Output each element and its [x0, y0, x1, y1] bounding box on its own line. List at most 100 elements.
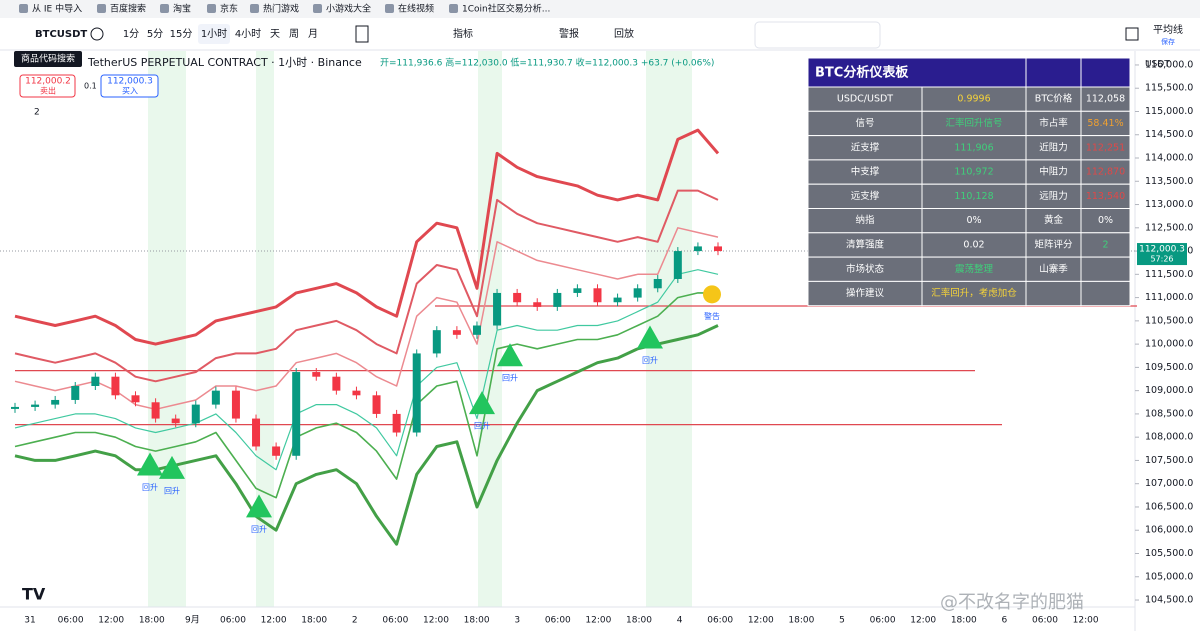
candle	[71, 385, 80, 400]
signal-triangle	[137, 452, 163, 476]
chart-type[interactable]	[355, 25, 369, 43]
time-label: 06:00	[220, 616, 246, 626]
bookmark[interactable]: 热门游戏	[263, 3, 299, 15]
time-label: 5	[839, 616, 845, 626]
dashboard-text: 112,251	[1086, 142, 1125, 153]
bookmark-icon	[449, 4, 458, 13]
symbol-title: TetherUS PERPETUAL CONTRACT · 1小时 · Bina…	[87, 56, 362, 69]
save[interactable]: 保存	[1161, 37, 1175, 46]
bookmark[interactable]: 在线视频	[398, 3, 434, 15]
candle	[252, 418, 261, 447]
candle	[171, 418, 180, 424]
warning-label: 警告	[704, 311, 720, 321]
dashboard-text: 111,906	[954, 142, 993, 153]
symbol[interactable]: BTCUSDT	[35, 29, 87, 40]
warning-dot	[703, 285, 721, 304]
dashboard-text: 信号	[855, 117, 874, 129]
dashboard-text: 市场状态	[846, 263, 885, 275]
dashboard-text: 中支撑	[851, 166, 880, 178]
dashboard-cell	[807, 232, 923, 258]
signal-label: 回升	[251, 525, 267, 534]
dashboard-text: BTC价格	[1035, 93, 1073, 105]
buy-button[interactable]	[100, 74, 159, 98]
interval[interactable]: 1小时	[201, 28, 227, 40]
time-label: 12:00	[98, 616, 124, 626]
session-band	[646, 51, 692, 607]
interval[interactable]: 15分	[170, 28, 193, 40]
signal-label: 回升	[642, 356, 658, 365]
signal-triangle	[246, 494, 272, 518]
interval[interactable]: 月	[308, 28, 318, 40]
bookmark-icon	[207, 4, 216, 13]
candle	[211, 390, 220, 405]
dashboard-cell	[1080, 208, 1131, 234]
sell-button[interactable]	[19, 74, 76, 98]
time-label: 12:00	[910, 616, 936, 626]
buy-label: 买入	[122, 87, 138, 96]
candle	[493, 292, 502, 326]
dashboard-cell	[921, 86, 1027, 112]
dashboard-cell	[807, 280, 923, 307]
time-label: 12:00	[1073, 616, 1099, 626]
indicators[interactable]: 指标	[453, 27, 473, 40]
interval[interactable]: 5分	[147, 28, 163, 40]
signal-triangle	[497, 343, 523, 367]
candle	[392, 413, 401, 433]
bookmark[interactable]: 从 IE 中导入	[32, 3, 82, 15]
candle	[653, 278, 662, 289]
price-label: 108,500.0	[1145, 408, 1193, 419]
price-tag	[1137, 243, 1187, 266]
dashboard-text: 112,058	[1086, 94, 1125, 105]
dashboard-title-bg	[807, 57, 1027, 88]
time-label: 18:00	[464, 616, 490, 626]
signal-label: 回升	[502, 374, 518, 383]
band-line	[14, 189, 719, 383]
add-symbol[interactable]	[90, 27, 104, 41]
dashboard-text: 近阻力	[1039, 141, 1068, 153]
session-bands	[148, 51, 692, 607]
time-label: 9月	[185, 615, 200, 626]
dashboard-text: 清算强度	[846, 238, 885, 250]
time-label: 18:00	[301, 616, 327, 626]
candle	[292, 372, 301, 456]
band-line	[14, 292, 718, 499]
bookmark-icon	[97, 4, 106, 13]
bookmark[interactable]: 1Coin社区交易分析...	[462, 3, 550, 15]
bookmark[interactable]: 淘宝	[173, 3, 191, 15]
dashboard-text: 山寨季	[1039, 263, 1068, 275]
dashboard-cell	[921, 256, 1027, 282]
bookmark[interactable]: 京东	[220, 3, 238, 15]
time-label: 06:00	[382, 616, 408, 626]
price-label: 107,500.0	[1145, 455, 1193, 466]
candle	[31, 404, 40, 407]
replay[interactable]: 回放	[614, 27, 634, 40]
layout-name[interactable]: 平均线	[1153, 23, 1183, 36]
time-label: 4	[677, 616, 683, 626]
dashboard-cell	[1025, 110, 1082, 137]
dashboard-text: 震荡整理	[955, 263, 994, 275]
dashboard-cell	[1025, 135, 1082, 161]
price-label: 111,000.0	[1145, 292, 1193, 303]
interval[interactable]: 1分	[123, 28, 139, 40]
collapsed-count[interactable]: 2	[34, 108, 40, 118]
time-label: 18:00	[139, 616, 165, 626]
price-label: 114,000.0	[1145, 153, 1193, 164]
interval[interactable]: 4小时	[235, 28, 261, 40]
dashboard-cell	[921, 232, 1027, 258]
dashboard-cell	[807, 110, 923, 137]
ohlc: 开=111,936.6 高=112,030.0 低=111,930.7 收=11…	[380, 57, 714, 69]
dashboard-cell	[807, 208, 923, 234]
price-label: 109,500.0	[1145, 362, 1193, 373]
fullscreen[interactable]	[1125, 27, 1139, 41]
interval[interactable]: 周	[289, 28, 299, 40]
interval[interactable]: 天	[270, 29, 280, 40]
price-label: 106,000.0	[1145, 525, 1193, 536]
time-label: 06:00	[870, 616, 896, 626]
price-label: 110,500.0	[1145, 315, 1193, 326]
bookmark[interactable]: 百度搜索	[110, 3, 146, 15]
signal-triangle	[159, 455, 185, 479]
bookmark[interactable]: 小游戏大全	[326, 3, 371, 15]
dashboard-cell	[1080, 110, 1131, 137]
alert[interactable]: 警报	[559, 27, 579, 40]
dashboard-text: 远支撑	[851, 190, 880, 202]
